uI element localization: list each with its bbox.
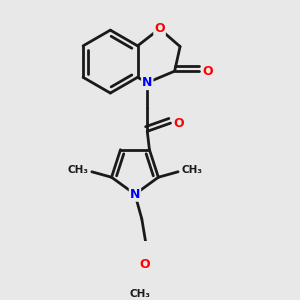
Text: CH₃: CH₃ <box>67 165 88 176</box>
Text: N: N <box>130 188 140 201</box>
Text: CH₃: CH₃ <box>182 165 203 176</box>
Text: O: O <box>154 22 165 35</box>
Text: O: O <box>202 65 213 78</box>
Text: N: N <box>142 76 152 89</box>
Text: O: O <box>139 257 150 271</box>
Text: CH₃: CH₃ <box>130 289 151 298</box>
Text: O: O <box>173 117 184 130</box>
